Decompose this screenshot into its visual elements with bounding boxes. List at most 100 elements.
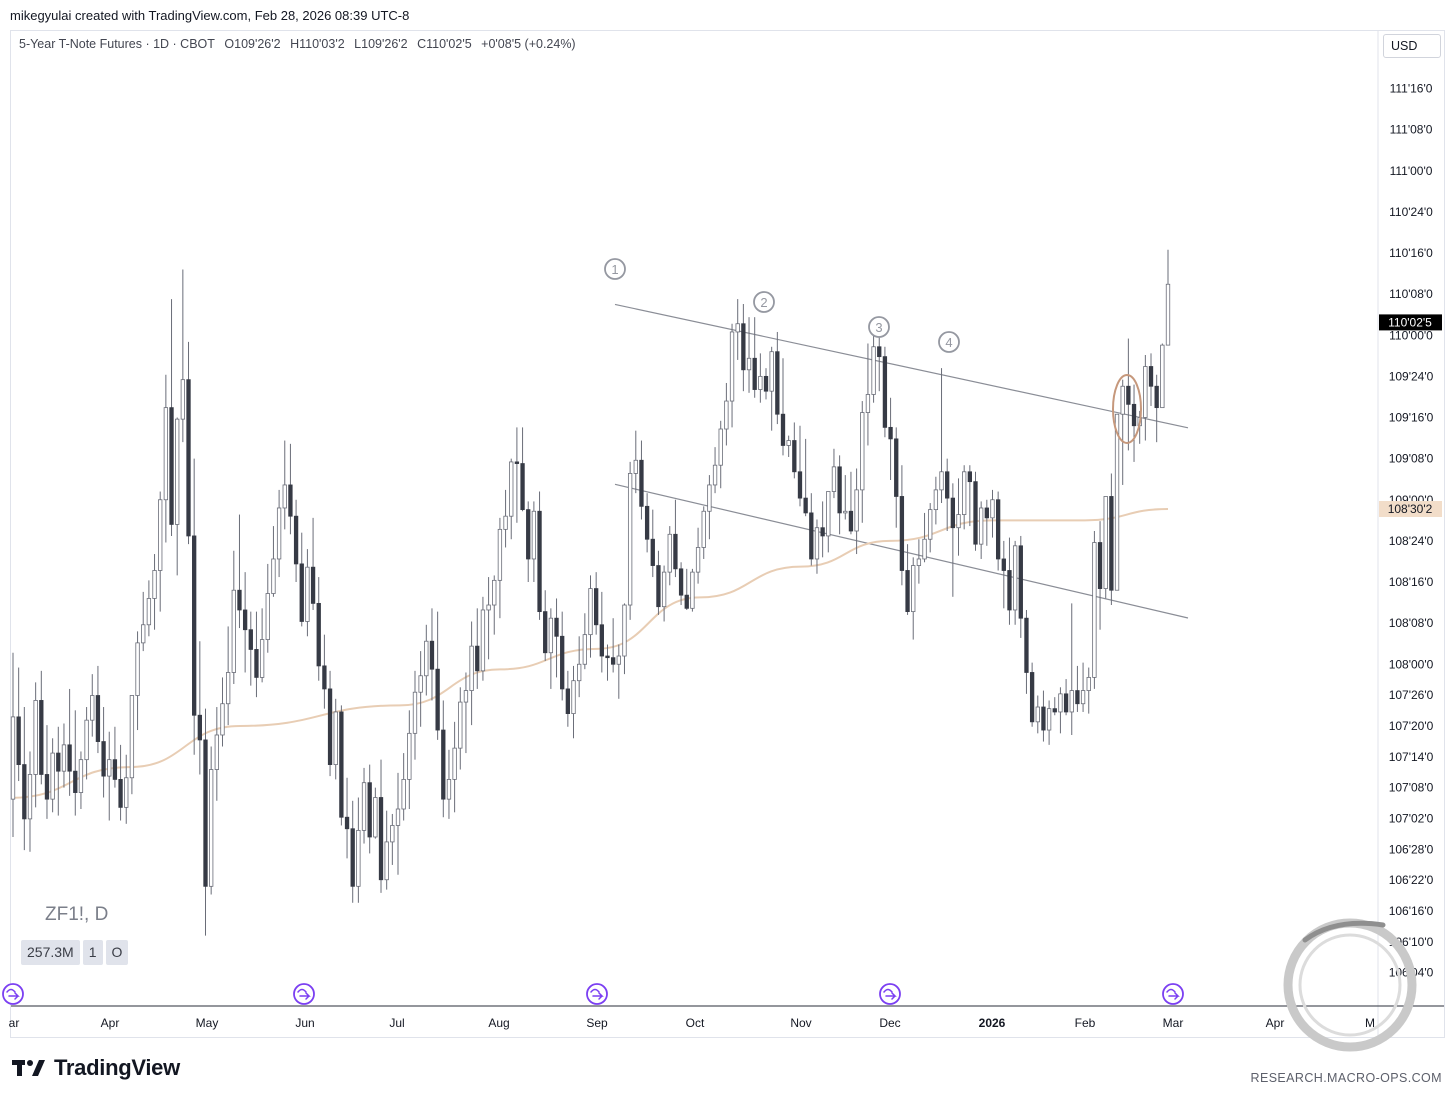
ma-price-text: 108'30'2 xyxy=(1388,502,1433,516)
candle-body xyxy=(1035,706,1040,723)
x-tick-label: Nov xyxy=(790,1016,811,1030)
candle-body xyxy=(746,357,752,371)
wave-label-text: 1 xyxy=(611,262,618,277)
candle-body xyxy=(554,617,559,637)
event-marker-circle xyxy=(586,983,608,1005)
wave-label-circle xyxy=(604,258,626,280)
y-tick-label: 109'16'0 xyxy=(1389,411,1434,425)
candle-body xyxy=(265,593,270,640)
candle-body xyxy=(452,747,457,780)
volume-row: 257.3M 1 O xyxy=(21,940,129,965)
wave-label-circle xyxy=(753,291,775,313)
candle-body xyxy=(1058,693,1063,713)
event-marker-icon xyxy=(2,983,24,1005)
candle-body xyxy=(107,759,112,777)
open-value: O109'26'2 xyxy=(224,37,281,51)
candle-body xyxy=(865,394,871,413)
candle-body xyxy=(775,351,780,415)
candle-body xyxy=(786,440,791,446)
candle-body xyxy=(1041,706,1046,731)
candle-body xyxy=(146,598,152,626)
candle-body xyxy=(50,752,55,800)
candle-body xyxy=(1063,693,1069,713)
candle-body xyxy=(701,510,706,548)
x-tick-label: M xyxy=(1365,1016,1375,1030)
candle-body xyxy=(367,782,372,838)
candle-body xyxy=(933,489,939,511)
volume-value: 257.3M xyxy=(21,940,80,965)
x-tick-label: Apr xyxy=(101,1016,120,1030)
candle-body xyxy=(10,716,16,800)
candle-body xyxy=(384,841,389,881)
candle-body xyxy=(843,510,848,514)
y-tick-label: 107'14'0 xyxy=(1389,750,1434,764)
candle-body xyxy=(1007,570,1012,611)
candle-body xyxy=(656,565,661,608)
candle-body xyxy=(695,547,701,573)
candle-body xyxy=(599,624,604,657)
y-tick-label: 109'08'0 xyxy=(1389,452,1434,466)
candle-body xyxy=(741,323,746,371)
candle-body xyxy=(690,571,695,609)
wave-label-circle xyxy=(868,316,890,338)
candle-body xyxy=(169,407,174,525)
candle-body xyxy=(916,558,922,566)
candle-body xyxy=(650,538,655,566)
y-tick-label: 110'00'0 xyxy=(1389,328,1433,342)
tradingview-brand[interactable]: TradingView xyxy=(12,1055,180,1081)
high-value: H110'03'2 xyxy=(290,37,345,51)
candle-body xyxy=(248,629,253,650)
candle-body xyxy=(616,655,621,665)
candle-body xyxy=(673,533,678,570)
x-tick-label: Aug xyxy=(488,1016,509,1030)
candle-body xyxy=(945,471,950,499)
candle-body xyxy=(871,346,876,395)
macro-ops-logo-icon xyxy=(1283,918,1417,1052)
candle-body xyxy=(186,379,191,537)
candle-body xyxy=(299,563,304,622)
x-tick-label: Jul xyxy=(389,1016,404,1030)
candle-body xyxy=(990,499,995,519)
candle-body xyxy=(237,589,242,611)
candle-body xyxy=(1165,283,1171,346)
candle-body xyxy=(820,527,825,537)
candle-body xyxy=(922,538,927,560)
candle-body xyxy=(684,594,689,609)
candles-group xyxy=(10,249,1171,936)
candle-body xyxy=(446,779,452,800)
candle-body xyxy=(282,484,287,509)
candle-body xyxy=(469,645,474,691)
candle-body xyxy=(956,514,961,529)
candle-body xyxy=(888,426,893,440)
event-marker-arrow xyxy=(1166,988,1180,1000)
candle-body xyxy=(209,769,214,887)
candle-body xyxy=(543,611,548,654)
candle-body xyxy=(995,499,1001,560)
candle-body xyxy=(84,719,89,761)
candle-body xyxy=(141,624,146,644)
candle-body xyxy=(531,510,537,560)
candle-body xyxy=(1029,672,1035,723)
y-tick-label: 108'24'0 xyxy=(1389,534,1434,548)
candle-body xyxy=(118,779,123,808)
close-value: C110'02'5 xyxy=(417,37,472,51)
candle-body xyxy=(175,418,180,525)
y-tick-label: 111'16'0 xyxy=(1390,82,1433,96)
candle-body xyxy=(1018,545,1023,619)
candle-body xyxy=(565,688,571,714)
candle-body xyxy=(101,741,106,777)
ohlc-legend: 5-Year T-Note Futures · 1D · CBOT O109'2… xyxy=(19,37,582,51)
y-tick-label: 111'00'0 xyxy=(1390,164,1433,178)
candle-body xyxy=(61,744,67,772)
candle-body xyxy=(622,604,627,657)
moving-average-line xyxy=(10,508,1169,799)
upper-channel-line xyxy=(614,303,1189,429)
currency-button[interactable]: USD xyxy=(1383,34,1441,58)
low-value: L109'26'2 xyxy=(354,37,408,51)
candle-body xyxy=(1160,344,1165,409)
brand-name: TradingView xyxy=(54,1055,180,1080)
candle-body xyxy=(571,680,576,715)
current-price-text: 110'02'5 xyxy=(1388,315,1432,329)
candle-body xyxy=(16,716,21,765)
